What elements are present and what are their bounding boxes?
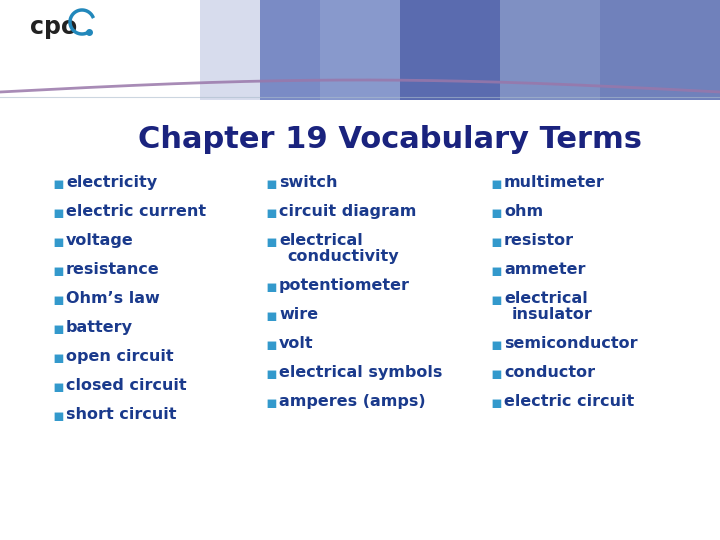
Text: electric current: electric current [66, 204, 206, 219]
Text: ▪: ▪ [52, 204, 64, 222]
Text: electric circuit: electric circuit [504, 394, 634, 409]
FancyBboxPatch shape [400, 0, 500, 100]
Text: ▪: ▪ [490, 204, 502, 222]
Text: semiconductor: semiconductor [504, 336, 638, 351]
Text: ▪: ▪ [52, 349, 64, 367]
Text: ▪: ▪ [490, 291, 502, 309]
Text: multimeter: multimeter [504, 175, 605, 190]
Text: ▪: ▪ [265, 175, 276, 193]
Text: electrical symbols: electrical symbols [279, 365, 442, 380]
Text: electrical: electrical [504, 291, 588, 306]
Text: electrical: electrical [279, 233, 363, 248]
FancyBboxPatch shape [200, 0, 260, 100]
FancyBboxPatch shape [500, 0, 600, 100]
Text: ▪: ▪ [52, 262, 64, 280]
Text: ▪: ▪ [265, 233, 276, 251]
Text: ▪: ▪ [490, 262, 502, 280]
Text: volt: volt [279, 336, 314, 351]
Text: ▪: ▪ [52, 291, 64, 309]
Text: short circuit: short circuit [66, 407, 176, 422]
Text: switch: switch [279, 175, 338, 190]
Text: ▪: ▪ [52, 407, 64, 425]
FancyBboxPatch shape [200, 0, 720, 100]
Text: ohm: ohm [504, 204, 543, 219]
Text: electricity: electricity [66, 175, 157, 190]
FancyBboxPatch shape [600, 0, 720, 100]
Text: voltage: voltage [66, 233, 134, 248]
Text: ▪: ▪ [265, 365, 276, 383]
Text: ▪: ▪ [265, 307, 276, 325]
Text: ▪: ▪ [265, 336, 276, 354]
Text: ▪: ▪ [490, 394, 502, 412]
Text: ▪: ▪ [52, 320, 64, 338]
Text: ▪: ▪ [490, 365, 502, 383]
Text: amperes (amps): amperes (amps) [279, 394, 426, 409]
Text: Ohm’s law: Ohm’s law [66, 291, 160, 306]
Text: conductor: conductor [504, 365, 595, 380]
Text: circuit diagram: circuit diagram [279, 204, 416, 219]
Text: resistor: resistor [504, 233, 574, 248]
Text: battery: battery [66, 320, 133, 335]
Text: ▪: ▪ [265, 394, 276, 412]
FancyBboxPatch shape [0, 0, 720, 100]
Text: ammeter: ammeter [504, 262, 585, 277]
FancyBboxPatch shape [200, 0, 320, 100]
Text: ▪: ▪ [52, 233, 64, 251]
Text: ▪: ▪ [490, 175, 502, 193]
Text: Chapter 19 Vocabulary Terms: Chapter 19 Vocabulary Terms [138, 125, 642, 154]
Text: ▪: ▪ [265, 204, 276, 222]
FancyBboxPatch shape [320, 0, 400, 100]
Text: resistance: resistance [66, 262, 160, 277]
Text: cpo: cpo [30, 15, 77, 39]
Text: potentiometer: potentiometer [279, 278, 410, 293]
Text: ▪: ▪ [490, 233, 502, 251]
Text: closed circuit: closed circuit [66, 378, 186, 393]
Text: open circuit: open circuit [66, 349, 174, 364]
Text: conductivity: conductivity [287, 249, 399, 264]
Text: wire: wire [279, 307, 318, 322]
Text: science: science [40, 0, 98, 2]
Text: ▪: ▪ [265, 278, 276, 296]
Text: ▪: ▪ [490, 336, 502, 354]
Text: insulator: insulator [512, 307, 593, 322]
Text: ▪: ▪ [52, 378, 64, 396]
Text: ▪: ▪ [52, 175, 64, 193]
